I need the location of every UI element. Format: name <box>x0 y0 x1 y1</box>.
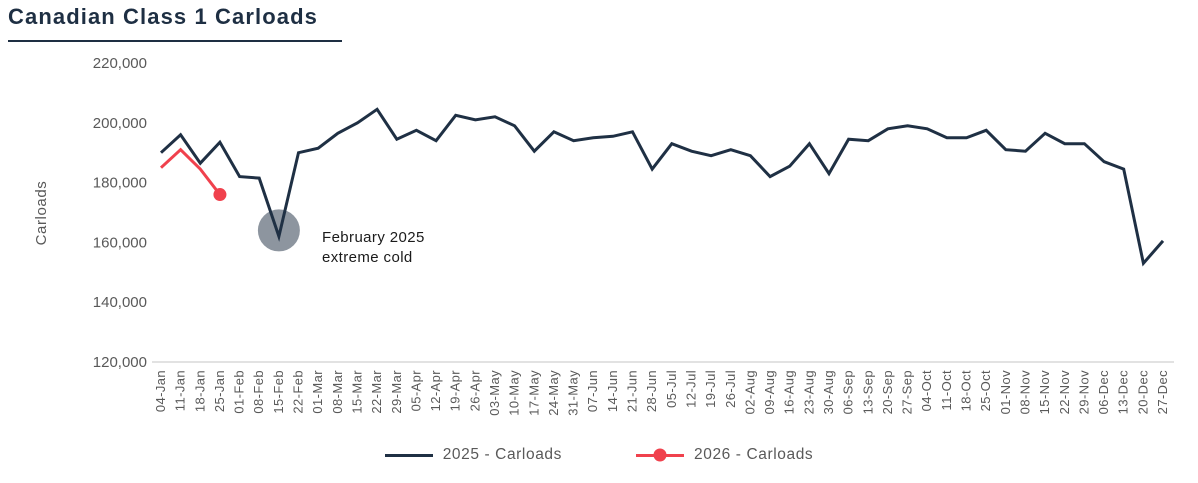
x-tick-label: 26-Apr <box>467 370 482 412</box>
x-tick-label: 12-Apr <box>428 370 443 412</box>
x-tick-label: 13-Dec <box>1116 370 1131 414</box>
legend-line-swatch-2025 <box>384 453 433 457</box>
x-tick-label: 25-Oct <box>978 370 993 411</box>
legend-marker-dot <box>653 448 667 462</box>
x-tick-label: 01-Mar <box>310 370 325 414</box>
x-tick-label: 13-Sep <box>860 370 875 414</box>
x-tick-label: 10-May <box>507 370 522 416</box>
x-tick-label: 29-Mar <box>389 370 404 414</box>
legend-item-2025: 2025 - Carloads <box>384 446 562 464</box>
y-axis-title: Carloads <box>33 181 50 246</box>
legend-item-2026: 2026 - Carloads <box>636 446 813 464</box>
x-tick-label: 01-Feb <box>232 370 247 414</box>
chart-title: Canadian Class 1 Carloads <box>8 4 318 29</box>
x-tick-label: 15-Nov <box>1037 370 1052 414</box>
x-tick-label: 04-Jan <box>153 370 168 412</box>
x-tick-label: 11-Oct <box>939 370 954 410</box>
x-tick-label: 12-Jul <box>683 370 698 408</box>
x-tick-label: 04-Oct <box>919 370 934 411</box>
x-tick-label: 16-Aug <box>782 370 797 414</box>
x-tick-label: 06-Dec <box>1096 370 1111 414</box>
x-tick-label: 03-May <box>487 370 502 416</box>
series-end-marker <box>213 188 227 202</box>
y-tick-label: 220,000 <box>93 55 147 72</box>
x-tick-label: 28-Jun <box>644 370 659 412</box>
x-tick-label: 08-Nov <box>1017 370 1032 414</box>
annotation-text-line1: February 2025 <box>322 229 425 246</box>
x-tick-label: 08-Mar <box>330 370 345 414</box>
x-tick-label: 29-Nov <box>1076 370 1091 414</box>
y-tick-label: 200,000 <box>93 115 147 132</box>
x-tick-label: 18-Oct <box>959 370 974 411</box>
x-tick-label: 25-Jan <box>212 370 227 412</box>
legend-line-swatch-2026 <box>636 448 684 462</box>
x-tick-label: 21-Jun <box>625 370 640 412</box>
x-tick-label: 31-May <box>566 370 581 416</box>
x-tick-label: 24-May <box>546 370 561 416</box>
y-tick-label: 180,000 <box>93 175 147 192</box>
x-tick-label: 05-Jul <box>664 370 679 408</box>
series-line-2025 <box>159 107 1165 267</box>
legend-label-2026: 2026 - Carloads <box>694 446 814 463</box>
x-tick-label: 15-Feb <box>271 370 286 414</box>
y-tick-label: 140,000 <box>93 294 147 311</box>
x-tick-label: 01-Nov <box>998 370 1013 414</box>
x-tick-label: 11-Jan <box>173 370 188 411</box>
x-tick-label: 02-Aug <box>742 370 757 414</box>
x-tick-label: 09-Aug <box>762 370 777 414</box>
y-tick-label: 160,000 <box>93 234 147 251</box>
x-tick-label: 07-Jun <box>585 370 600 412</box>
legend: 2025 - Carloads 2026 - Carloads <box>0 446 1198 464</box>
legend-label-2025: 2025 - Carloads <box>442 446 562 463</box>
x-tick-label: 17-May <box>526 370 541 416</box>
x-tick-label: 14-Jun <box>605 370 620 412</box>
x-tick-label: 19-Jul <box>703 370 718 408</box>
x-tick-label: 22-Feb <box>291 370 306 414</box>
x-tick-label: 27-Dec <box>1155 370 1170 414</box>
x-tick-label: 05-Apr <box>408 370 423 412</box>
x-tick-label: 18-Jan <box>192 370 207 412</box>
x-tick-label: 22-Nov <box>1057 370 1072 414</box>
title-underline <box>8 40 342 42</box>
x-tick-label: 27-Sep <box>900 370 915 414</box>
x-tick-label: 20-Dec <box>1135 370 1150 414</box>
x-tick-label: 26-Jul <box>723 370 738 408</box>
x-tick-label: 30-Aug <box>821 370 836 414</box>
x-tick-label: 19-Apr <box>448 370 463 412</box>
y-tick-label: 120,000 <box>93 354 147 371</box>
annotation-text-line2: extreme cold <box>322 249 413 266</box>
x-tick-label: 23-Aug <box>801 370 816 414</box>
x-tick-label: 06-Sep <box>841 370 856 414</box>
x-tick-label: 22-Mar <box>369 370 384 414</box>
x-tick-label: 08-Feb <box>251 370 266 414</box>
x-tick-label: 15-Mar <box>349 370 364 414</box>
x-tick-label: 20-Sep <box>880 370 895 414</box>
series-line-2026 <box>159 147 222 196</box>
